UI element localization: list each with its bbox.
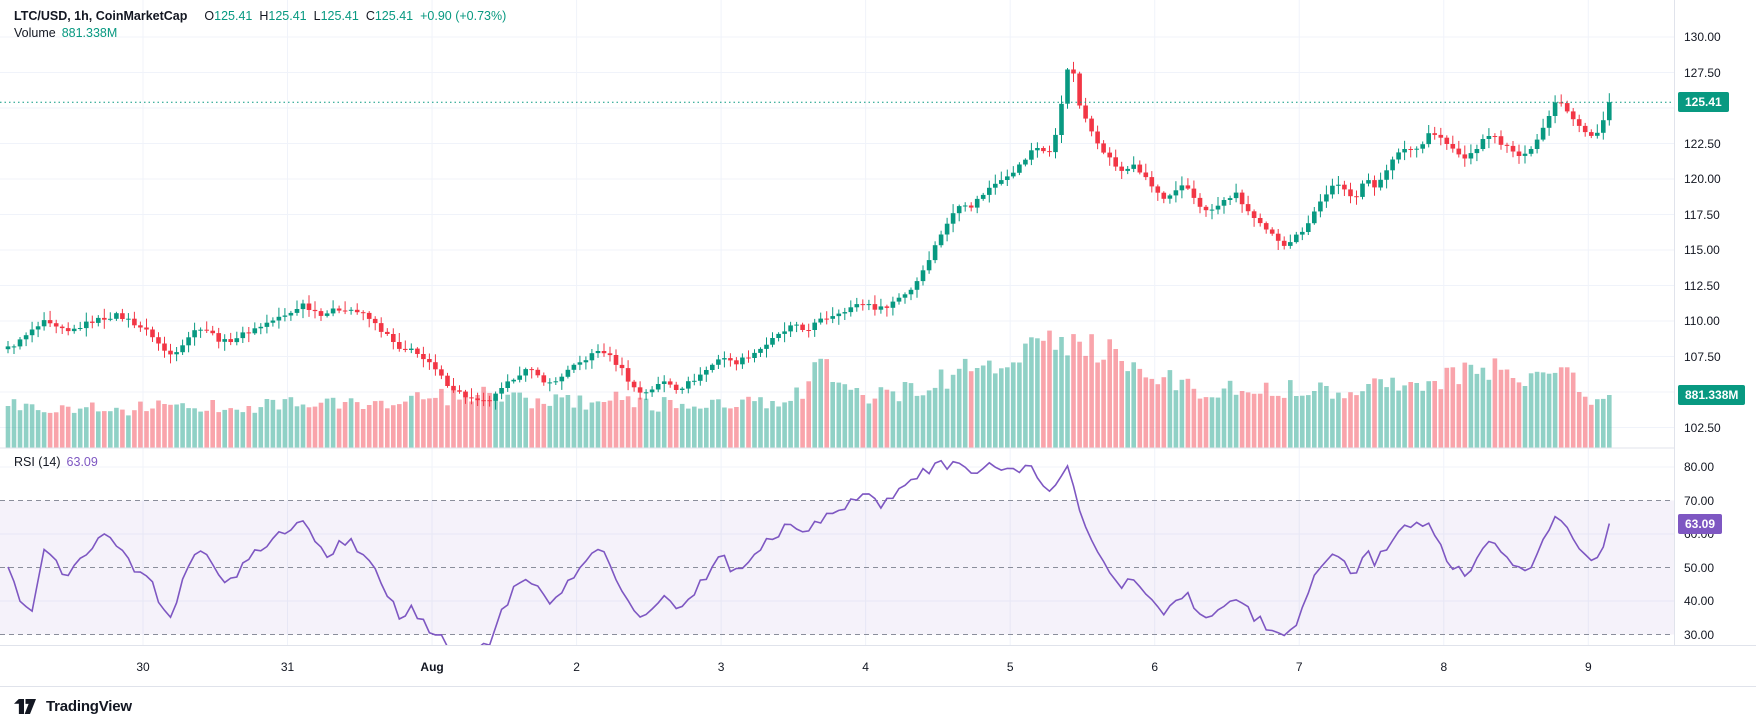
change-value: +0.90 (+0.73%) <box>420 9 507 23</box>
rsi-label[interactable]: RSI (14) <box>14 455 61 469</box>
tradingview-logo[interactable]: TradingView <box>14 698 132 715</box>
price-axis-label: 120.00 <box>1684 172 1721 186</box>
time-axis-label: 2 <box>573 660 580 674</box>
tradingview-icon <box>14 699 36 714</box>
open-value: 125.41 <box>214 9 253 23</box>
price-axis-label: 112.50 <box>1684 278 1720 293</box>
rsi-axis-label: 80.00 <box>1684 460 1715 474</box>
close-label: C <box>365 9 375 23</box>
price-axis-label: 117.50 <box>1684 207 1720 222</box>
time-axis-label: 4 <box>862 660 869 674</box>
brand-text: TradingView <box>46 698 132 715</box>
rsi-legend: RSI (14) 63.09 <box>14 455 98 469</box>
open-label: O <box>204 9 215 23</box>
volume-value: 881.338M <box>61 26 118 40</box>
time-axis-label: 5 <box>1006 660 1014 674</box>
time-axis-label: 9 <box>1584 660 1592 674</box>
rsi-axis-label: 70.00 <box>1684 493 1715 508</box>
volume-series <box>5 330 1612 448</box>
high-label: H <box>259 9 269 23</box>
rsi-value: 63.09 <box>66 455 98 469</box>
time-axis-label: 31 <box>280 660 295 674</box>
price-axis-border <box>1674 0 1675 645</box>
price-axis-label: 122.50 <box>1684 136 1721 151</box>
time-axis-label: 3 <box>717 660 725 674</box>
symbol-legend: LTC/USD, 1h, CoinMarketCap O125.41 H125.41… <box>14 8 506 25</box>
price-axis-label: 107.50 <box>1684 349 1721 364</box>
low-value: 125.41 <box>320 9 359 23</box>
price-axis-label: 102.50 <box>1684 420 1721 435</box>
price-axis-label: 115.00 <box>1684 243 1720 257</box>
price-axis-label: 110.00 <box>1684 314 1720 328</box>
price-axis-label: 127.50 <box>1684 65 1721 80</box>
close-value: 125.41 <box>374 9 414 23</box>
time-axis-label: 6 <box>1151 660 1159 674</box>
volume-legend: Volume 881.338M <box>14 26 117 40</box>
grid-layer <box>0 0 1674 645</box>
time-axis-label: 8 <box>1440 660 1448 674</box>
symbol-title[interactable]: LTC/USD, 1h, CoinMarketCap <box>14 9 188 23</box>
chart-plot-area[interactable] <box>0 0 1674 645</box>
last-price-badge: 125.41 <box>1678 92 1729 113</box>
rsi-axis-label: 30.00 <box>1684 627 1715 642</box>
time-axis-label: Aug <box>420 660 444 674</box>
time-axis[interactable]: 30 31 Aug 2 3 4 5 6 7 8 9 <box>0 645 1756 687</box>
rsi-band <box>0 500 1674 635</box>
rsi-axis-label: 50.00 <box>1684 560 1715 575</box>
footer-bar: TradingView <box>0 686 1756 728</box>
rsi-line <box>7 459 1611 645</box>
candlestick-series <box>5 61 1612 410</box>
volume-label[interactable]: Volume <box>14 26 56 40</box>
rsi-badge: 63.09 <box>1678 513 1723 534</box>
rsi-axis-label: 40.00 <box>1684 594 1715 608</box>
time-axis-label: 7 <box>1295 660 1303 674</box>
low-label: L <box>313 9 321 23</box>
price-axis-label: 130.00 <box>1684 30 1721 44</box>
volume-badge: 881.338M <box>1678 385 1746 405</box>
time-axis-label: 30 <box>136 660 150 674</box>
high-value: 125.41 <box>268 9 307 23</box>
